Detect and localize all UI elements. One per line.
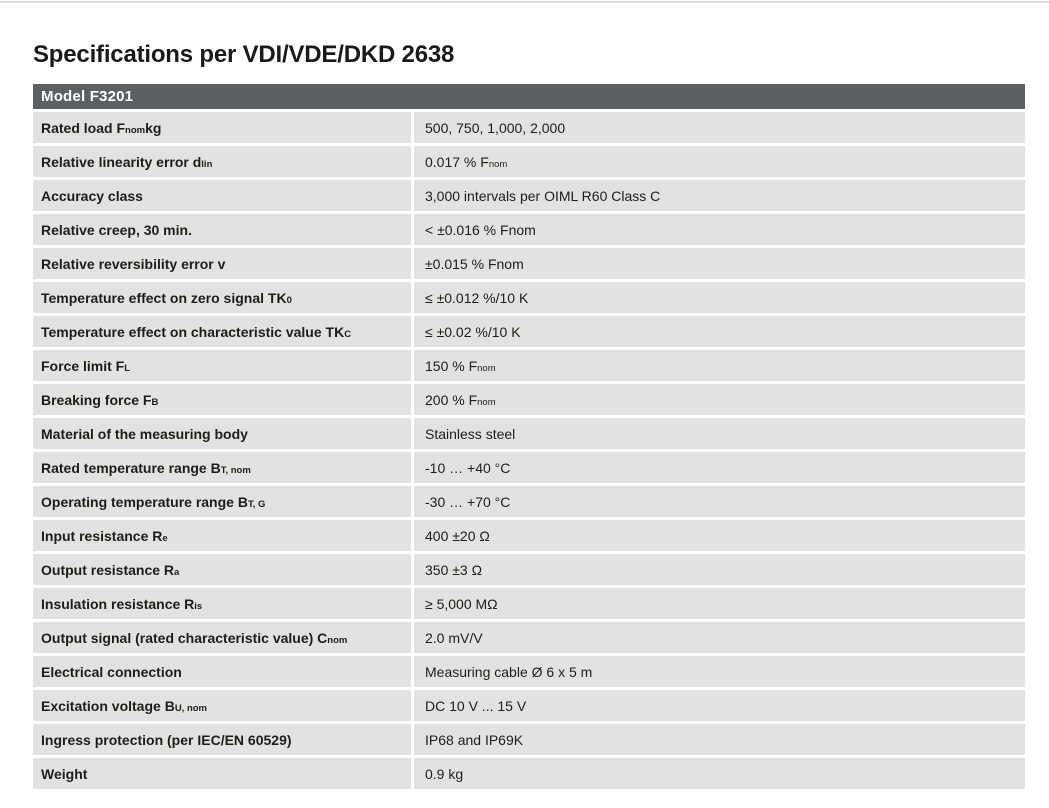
table-row: Material of the measuring body Stainless… bbox=[33, 418, 1025, 449]
spec-value: -10 … +40 °C bbox=[414, 452, 1025, 483]
table-row: Electrical connection Measuring cable Ø … bbox=[33, 656, 1025, 687]
spec-label: Excitation voltage B U, nom bbox=[33, 690, 411, 721]
spec-value: 400 ±20 Ω bbox=[414, 520, 1025, 551]
spec-label: Weight bbox=[33, 758, 411, 789]
spec-value: 500, 750, 1,000, 2,000 bbox=[414, 112, 1025, 143]
spec-value: 0.9 kg bbox=[414, 758, 1025, 789]
spec-label: Output signal (rated characteristic valu… bbox=[33, 622, 411, 653]
table-row: Output signal (rated characteristic valu… bbox=[33, 622, 1025, 653]
table-row: Rated temperature range B T, nom -10 … +4… bbox=[33, 452, 1025, 483]
spec-label: Relative reversibility error v bbox=[33, 248, 411, 279]
datasheet-page: Specifications per VDI/VDE/DKD 2638 Mode… bbox=[33, 41, 1025, 789]
spec-value: 350 ±3 Ω bbox=[414, 554, 1025, 585]
spec-label: Temperature effect on characteristic val… bbox=[33, 316, 411, 347]
spec-value: < ±0.016 % Fnom bbox=[414, 214, 1025, 245]
spec-value: 3,000 intervals per OIML R60 Class C bbox=[414, 180, 1025, 211]
spec-value: IP68 and IP69K bbox=[414, 724, 1025, 755]
spec-value: 2.0 mV/V bbox=[414, 622, 1025, 653]
spec-value: Measuring cable Ø 6 x 5 m bbox=[414, 656, 1025, 687]
table-row: Temperature effect on zero signal TK 0 ≤ … bbox=[33, 282, 1025, 313]
spec-label: Operating temperature range B T, G bbox=[33, 486, 411, 517]
spec-value: ≥ 5,000 MΩ bbox=[414, 588, 1025, 619]
spec-value: Stainless steel bbox=[414, 418, 1025, 449]
spec-value: DC 10 V ... 15 V bbox=[414, 690, 1025, 721]
table-row: Relative reversibility error v ±0.015 % … bbox=[33, 248, 1025, 279]
table-row: Excitation voltage B U, nom DC 10 V ... 1… bbox=[33, 690, 1025, 721]
page-top-divider bbox=[0, 1, 1049, 3]
spec-value: ≤ ±0.012 %/10 K bbox=[414, 282, 1025, 313]
spec-label: Ingress protection (per IEC/EN 60529) bbox=[33, 724, 411, 755]
table-row: Ingress protection (per IEC/EN 60529) IP… bbox=[33, 724, 1025, 755]
table-row: Operating temperature range B T, G -30 … … bbox=[33, 486, 1025, 517]
page-title: Specifications per VDI/VDE/DKD 2638 bbox=[33, 41, 455, 68]
spec-label: Relative linearity error d lin bbox=[33, 146, 411, 177]
spec-label: Rated temperature range B T, nom bbox=[33, 452, 411, 483]
spec-label: Relative creep, 30 min. bbox=[33, 214, 411, 245]
spec-label: Material of the measuring body bbox=[33, 418, 411, 449]
table-header-model: Model F3201 bbox=[33, 84, 1025, 109]
spec-value: ≤ ±0.02 %/10 K bbox=[414, 316, 1025, 347]
spec-label: Accuracy class bbox=[33, 180, 411, 211]
spec-value: -30 … +70 °C bbox=[414, 486, 1025, 517]
table-row: Temperature effect on characteristic val… bbox=[33, 316, 1025, 347]
spec-label: Electrical connection bbox=[33, 656, 411, 687]
spec-label: Temperature effect on zero signal TK 0 bbox=[33, 282, 411, 313]
spec-value: ±0.015 % Fnom bbox=[414, 248, 1025, 279]
table-row: Weight 0.9 kg bbox=[33, 758, 1025, 789]
table-row: Relative creep, 30 min. < ±0.016 % Fnom bbox=[33, 214, 1025, 245]
table-row: Accuracy class 3,000 intervals per OIML … bbox=[33, 180, 1025, 211]
